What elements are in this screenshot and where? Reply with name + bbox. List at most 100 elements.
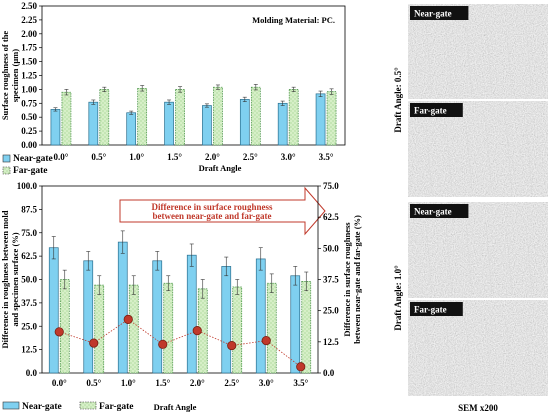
chart2-right-y-tick-label: 25.0: [323, 306, 339, 316]
chart1-far-gate-bar: [137, 87, 148, 146]
chart2-legend: Near-gate Far-gate: [2, 401, 133, 412]
sem-texture-line: [505, 25, 513, 96]
sem-texture-line: [485, 223, 493, 295]
chart2-x-tick-label: 3.0°: [259, 378, 274, 388]
chart1-legend: Near-gate Far-gate: [2, 154, 53, 176]
difference-line: [59, 318, 301, 368]
chart2-x-tick-label: 1.5°: [155, 378, 170, 388]
chart2-x-tick-label: 1.0°: [121, 378, 136, 388]
chart1-far-gate-bar: [61, 91, 72, 146]
sem-label-background: [410, 103, 463, 117]
chart2-legend-near-gate: Near-gate: [22, 402, 62, 412]
chart2-right-y-tick-label: 75.0: [323, 181, 339, 191]
chart2-right-y-tick-label: 50.0: [323, 243, 339, 253]
sem-texture-line: [445, 122, 453, 194]
sem-texture-line: [505, 321, 513, 393]
chart1-y-tick-label: 1.50: [21, 57, 37, 67]
sem-label-background: [410, 204, 469, 218]
difference-point: [158, 339, 168, 349]
chart1-y-axis-label-line: Surface roughness of the: [0, 31, 10, 121]
sem-texture-line: [465, 122, 473, 194]
chart1-near-gate-bar: [239, 99, 250, 146]
difference-point: [123, 314, 133, 324]
difference-point: [89, 338, 99, 348]
chart2-right-y-axis-label: Difference in surface roughness between n…: [342, 215, 362, 344]
chart1-legend-far-gate: Far-gate: [13, 166, 47, 176]
chart1-near-gate-bar: [315, 93, 326, 146]
chart1-y-axis-label-line: specimen (μm): [10, 49, 20, 102]
difference-annotation-line-1: Difference in surface roughness: [152, 202, 273, 212]
sem-texture-line: [525, 321, 533, 393]
sem-texture-line: [465, 321, 473, 393]
sem-draft-angle-label: Draft Angle: 0.5°: [393, 67, 403, 133]
chart1-near-gate-bar: [88, 101, 99, 146]
chart1-near-gate-bar: [126, 112, 137, 146]
sem-texture-line: [525, 122, 533, 194]
chart2-left-y-tick-label: 50.0: [21, 275, 37, 285]
chart1-y-tick-label: 1.00: [21, 84, 37, 94]
sem-texture-line: [525, 223, 533, 295]
chart1-x-tick-label: 1.0°: [129, 152, 144, 162]
chart2-near-gate-bar: [186, 254, 197, 374]
sem-texture-line: [505, 223, 513, 295]
difference-point: [192, 326, 202, 336]
chart2-right-y-tick-label: 0.0: [323, 368, 335, 378]
sem-label: Far-gate: [414, 106, 447, 116]
chart2-near-gate-bar: [48, 247, 59, 374]
sem-label: Far-gate: [414, 305, 447, 315]
chart1-x-tick-label: 3.5°: [319, 152, 334, 162]
sem-draft-angle-label: Draft Angle: 1.0°: [393, 265, 403, 331]
sem-texture-line: [465, 25, 473, 96]
difference-annotation-line-2: between near-gate and far-gate: [152, 211, 271, 221]
chart1-near-gate-bar: [277, 102, 288, 146]
chart1-far-gate-bar: [250, 86, 261, 146]
chart1-y-tick-label: 0.75: [21, 98, 37, 108]
roughness-difference-chart: Difference in roughness between mold and …: [0, 181, 362, 412]
sem-texture-line: [485, 122, 493, 194]
chart1-y-axis-label: Surface roughness of the specimen (μm): [0, 31, 20, 121]
chart1-y-tick-label: 1.25: [21, 71, 37, 81]
chart2-far-gate-bar: [59, 279, 70, 374]
sem-texture-line: [505, 122, 513, 194]
chart2-far-gate-bar: [94, 284, 105, 374]
difference-point: [261, 335, 271, 346]
chart2-far-gate-bar: [301, 281, 312, 374]
sem-texture-line: [445, 223, 453, 295]
sem-label: Near-gate: [414, 9, 452, 19]
chart1-legend-near-gate: Near-gate: [13, 154, 53, 164]
chart2-left-y-axis-label-line: and specimen surface (%): [10, 232, 20, 326]
chart1-y-tick-label: 0.00: [21, 140, 37, 150]
chart1-near-gate-bar: [202, 105, 212, 146]
chart2-near-gate-bar: [152, 260, 163, 374]
chart1-x-tick-label: 2.0°: [205, 152, 220, 162]
sem-texture-line: [425, 321, 433, 393]
sem-texture-line: [445, 25, 453, 96]
chart2-legend-far-gate: Far-gate: [99, 402, 133, 412]
chart2-right-y-tick-label: 12.5: [323, 337, 339, 347]
difference-point: [54, 327, 64, 337]
chart2-near-gate-bar: [83, 260, 94, 374]
sem-texture-line: [445, 321, 453, 393]
chart2-left-y-axis-label: Difference in roughness between mold and …: [0, 210, 20, 348]
chart2-x-axis-label: Draft Angle: [154, 402, 197, 412]
sem-magnification-label: SEM x200: [458, 403, 498, 413]
surface-roughness-chart: Molding Material: PC. Surface roughness …: [0, 1, 346, 176]
chart2-near-gate-bar: [221, 266, 232, 374]
chart2-x-tick-label: 2.0°: [190, 378, 205, 388]
chart1-x-tick-label: 2.5°: [243, 152, 258, 162]
chart1-y-tick-label: 2.50: [21, 1, 37, 11]
chart1-x-tick-label: 0.5°: [91, 152, 106, 162]
chart1-y-tick-label: 2.25: [21, 15, 37, 25]
chart1-y-tick-label: 2.00: [21, 29, 37, 39]
chart1-x-tick-label: 0.0°: [54, 152, 69, 162]
chart1-plot-frame: [41, 5, 346, 146]
sem-texture-line: [425, 223, 433, 295]
chart2-near-gate-bar: [290, 275, 301, 374]
sem-texture-line: [425, 25, 433, 96]
chart2-far-gate-bar: [232, 286, 243, 374]
difference-point: [296, 362, 306, 372]
chart1-x-tick-label: 3.0°: [281, 152, 296, 162]
chart2-left-y-tick-label: 12.5: [21, 345, 37, 355]
sem-label: Near-gate: [414, 207, 452, 217]
chart2-far-gate-bar: [266, 282, 277, 374]
